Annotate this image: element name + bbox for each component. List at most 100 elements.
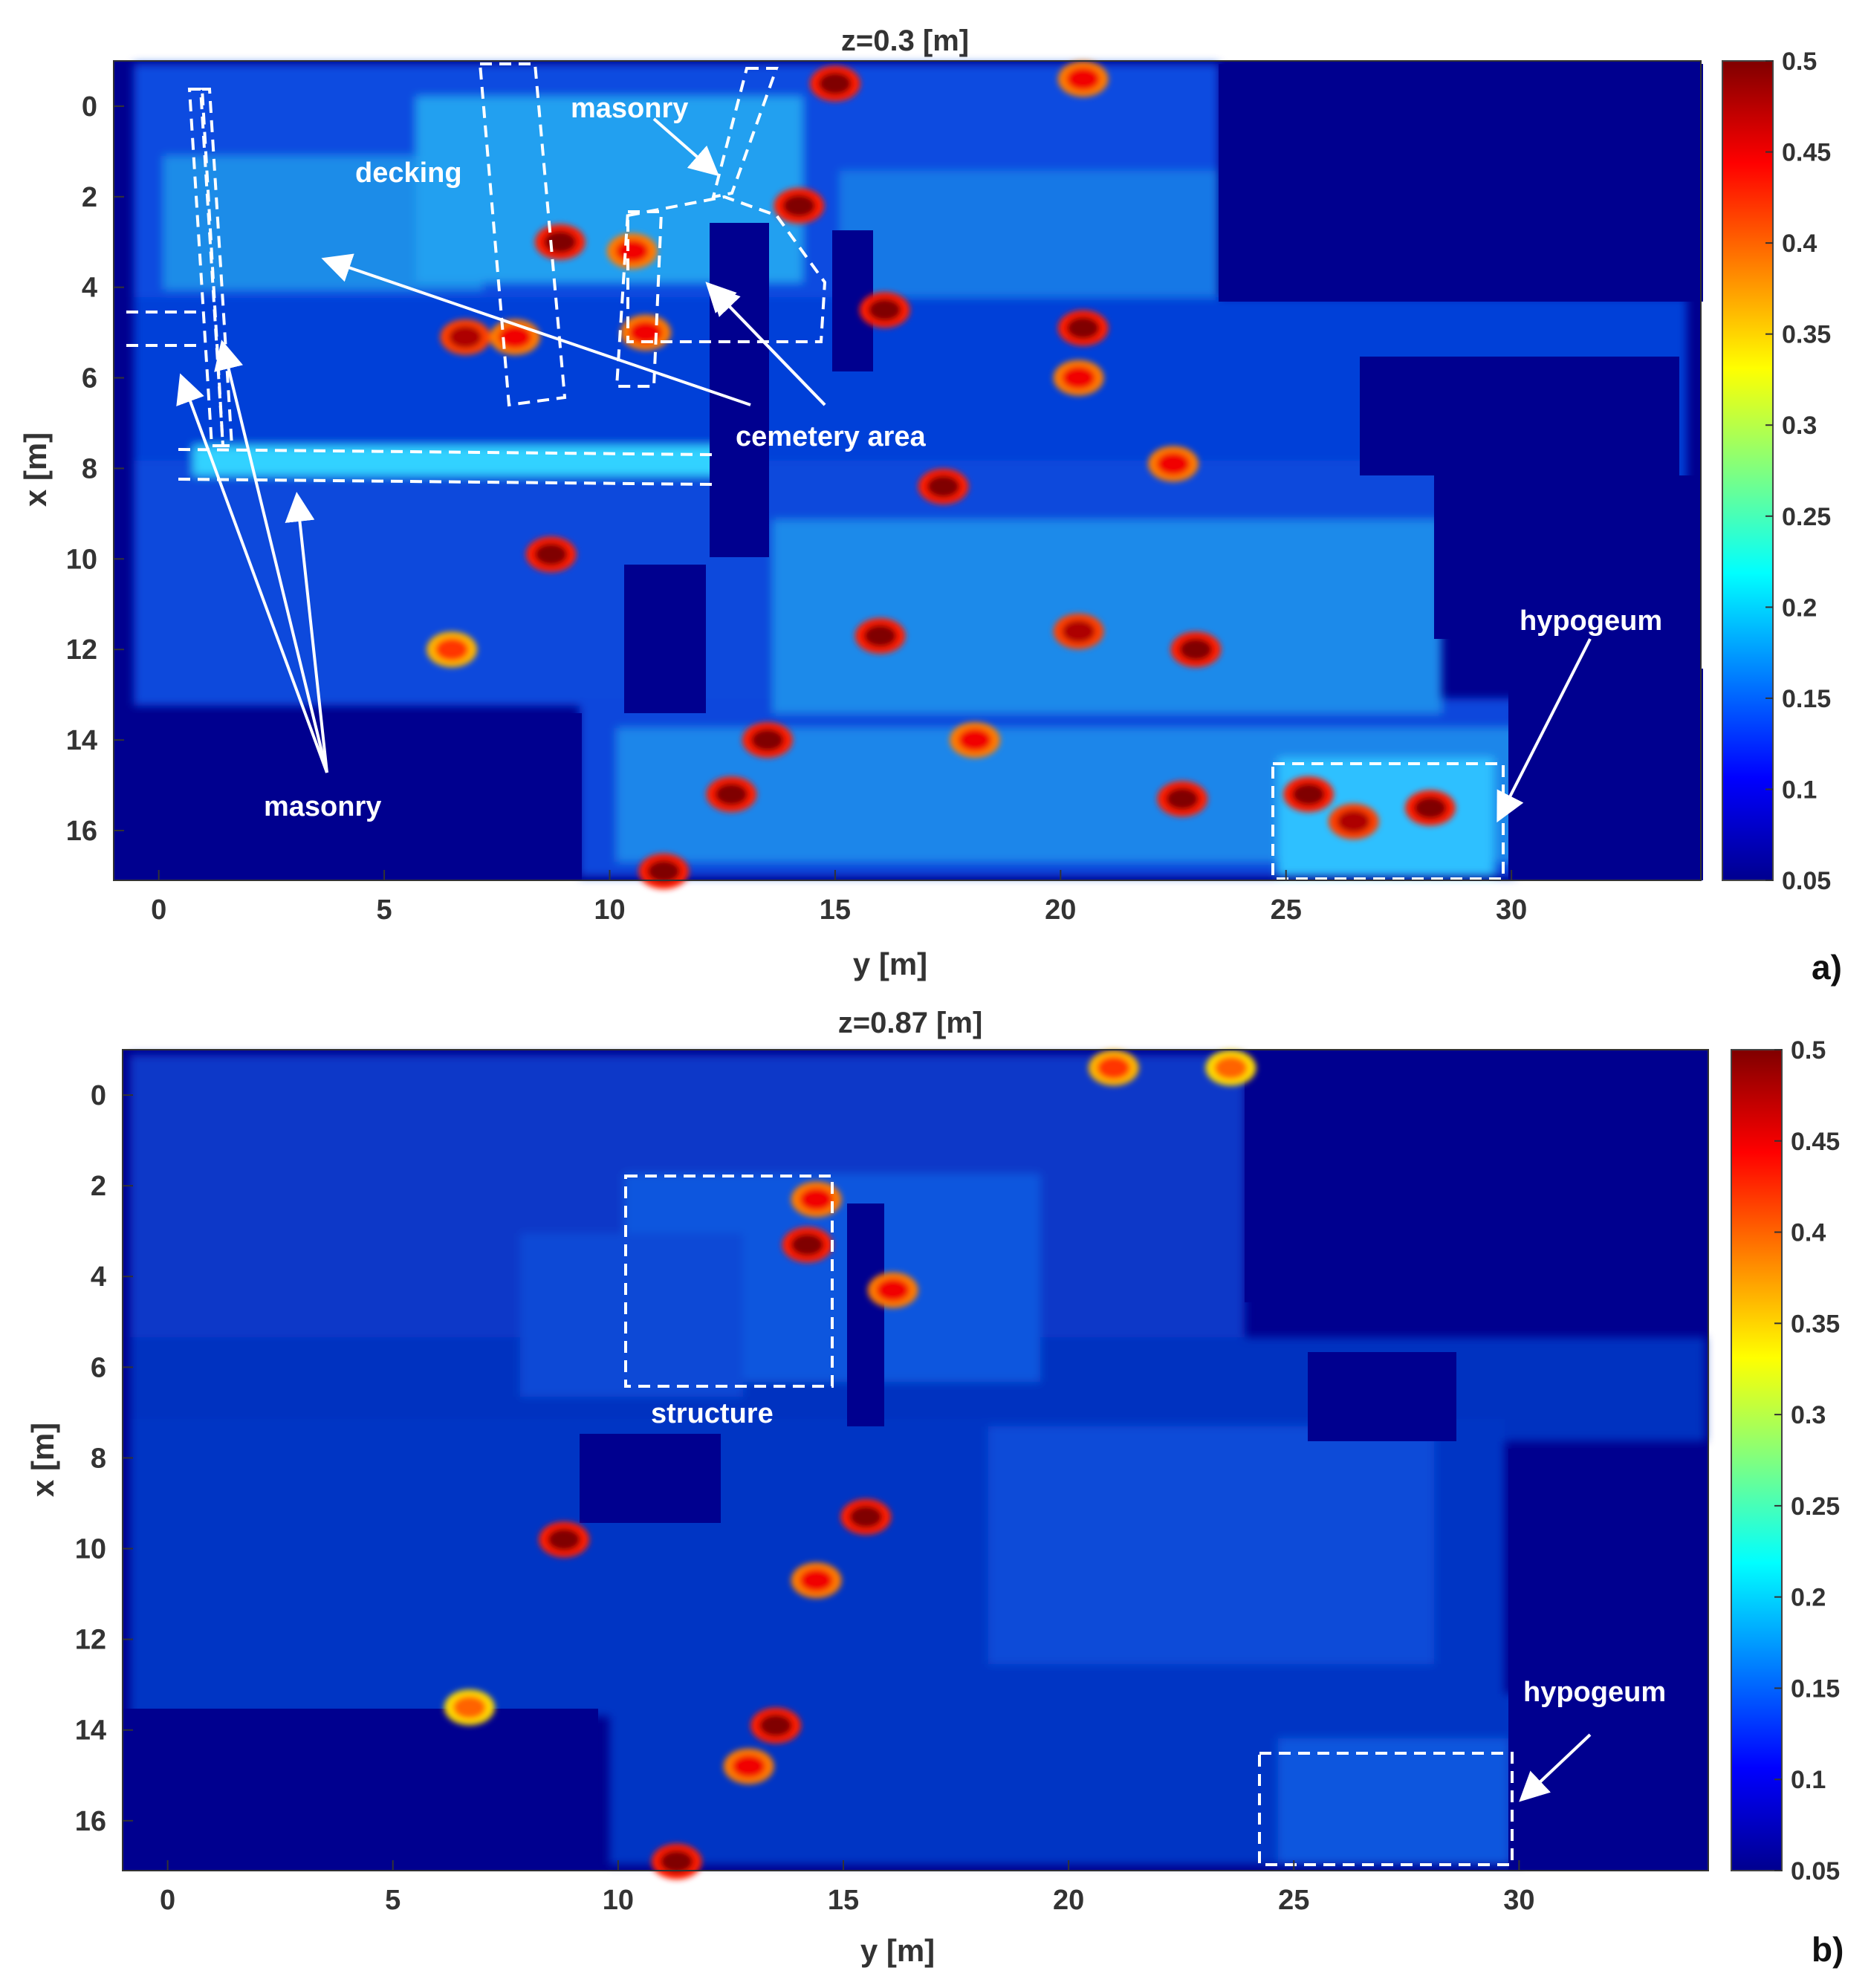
panel-a-hot-spot bbox=[427, 631, 478, 668]
panel-a-ytick-label: 0 bbox=[82, 91, 97, 123]
panel-a: z=0.3 [m] bbox=[18, 25, 1842, 987]
panel-b-xtick-label: 15 bbox=[828, 1885, 859, 1916]
panel-a-xtick-label: 15 bbox=[820, 894, 851, 926]
panel-a-ytick-label: 6 bbox=[82, 363, 97, 394]
panel-a-colorbar: 0.5 0.45 0.4 0.35 0.3 0.25 0.2 0.15 0.1 0.05 bbox=[1722, 48, 1831, 895]
panel-a-hot-spot bbox=[606, 233, 658, 269]
panel-a-hot-spot bbox=[1157, 781, 1208, 817]
panel-b-hot-spot bbox=[1205, 1050, 1256, 1086]
panel-a-title: z=0.3 [m] bbox=[841, 25, 969, 57]
panel-a-hot-spot bbox=[918, 468, 969, 504]
panel-b-axes: 0 5 10 15 20 25 30 0 2 4 6 8 10 12 14 16 bbox=[75, 1049, 1709, 1916]
panel-a-hot-spot bbox=[525, 536, 577, 573]
panel-b-xtick-label: 10 bbox=[603, 1885, 634, 1916]
panel-a-hot-spots bbox=[427, 61, 1456, 889]
panel-a-label: a) bbox=[1812, 948, 1842, 987]
panel-a-hot-spot bbox=[1053, 613, 1104, 649]
panel-b-colorbar-tick-label: 0.25 bbox=[1791, 1492, 1840, 1521]
panel-a-ytick-label: 16 bbox=[66, 816, 97, 847]
panel-a-hot-spot bbox=[859, 292, 910, 328]
panel-a-hot-spot bbox=[742, 722, 793, 759]
panel-a-xtick-label: 25 bbox=[1271, 894, 1302, 926]
panel-b-ytick-label: 6 bbox=[91, 1352, 106, 1383]
panel-b-colorbar-tick-label: 0.35 bbox=[1791, 1310, 1840, 1338]
panel-a-hot-spot bbox=[1404, 790, 1456, 826]
panel-b-colorbar-tick-label: 0.45 bbox=[1791, 1128, 1840, 1156]
panel-a-xtick-label: 0 bbox=[151, 894, 166, 926]
panel-a-colorbar-tick-label: 0.25 bbox=[1782, 503, 1831, 531]
panel-b-colorbar: 0.5 0.45 0.4 0.35 0.3 0.25 0.2 0.15 0.1 0.05 bbox=[1731, 1036, 1840, 1885]
panel-a-hot-spot bbox=[440, 319, 491, 355]
panel-a-xtick-label: 20 bbox=[1045, 894, 1076, 926]
panel-a-ylabel: x [m] bbox=[18, 432, 53, 507]
panel-b-colorbar-tick-label: 0.5 bbox=[1791, 1036, 1826, 1065]
panel-a-ytick-label: 2 bbox=[82, 182, 97, 213]
arrow bbox=[214, 340, 328, 773]
panel-a-hot-spot bbox=[1057, 310, 1109, 346]
panel-b-colorbar-tick-label: 0.1 bbox=[1791, 1766, 1826, 1794]
panel-a-hot-spot bbox=[1170, 631, 1222, 668]
panel-b-ytick-label: 2 bbox=[91, 1171, 106, 1202]
hypogeum-label-b: hypogeum bbox=[1523, 1677, 1666, 1708]
arrow bbox=[285, 492, 328, 773]
arrow bbox=[1519, 1733, 1592, 1802]
panel-b-plot-area bbox=[123, 1050, 1709, 1880]
cemetery-wall-outline bbox=[615, 210, 664, 388]
panel-a-colorbar-ticks: 0.5 0.45 0.4 0.35 0.3 0.25 0.2 0.15 0.1 0.05 bbox=[1765, 48, 1831, 895]
masonry-line bbox=[178, 478, 714, 486]
hypogeum-outline-b bbox=[1258, 1752, 1514, 1866]
panel-b-hot-spot bbox=[1088, 1050, 1139, 1086]
arrow bbox=[705, 282, 826, 406]
panel-b-xtick-label: 25 bbox=[1278, 1885, 1309, 1916]
panel-a-xtick-label: 10 bbox=[594, 894, 625, 926]
panel-b-colorbar-tick-label: 0.05 bbox=[1791, 1857, 1840, 1885]
masonry-label-top: masonry bbox=[571, 93, 688, 124]
panel-a-ytick-label: 12 bbox=[66, 634, 97, 666]
masonry-label-bottom: masonry bbox=[264, 791, 381, 822]
arrow bbox=[176, 373, 328, 773]
panel-b-xtick-label: 5 bbox=[385, 1885, 401, 1916]
panel-b-label: b) bbox=[1812, 1930, 1844, 1969]
panel-b-hot-spot bbox=[750, 1707, 802, 1744]
masonry-upper-outline bbox=[711, 67, 779, 199]
panel-b-xtick-label: 20 bbox=[1053, 1885, 1084, 1916]
panel-a-xtick-label: 30 bbox=[1496, 894, 1527, 926]
panel-a-colorbar-tick-label: 0.4 bbox=[1782, 230, 1817, 258]
masonry-line bbox=[178, 448, 714, 456]
panel-b-hot-spot bbox=[539, 1521, 590, 1558]
panel-a-colorbar-tick-label: 0.5 bbox=[1782, 48, 1817, 76]
panel-b-ytick-label: 10 bbox=[75, 1534, 106, 1565]
panel-b-xtick-label: 0 bbox=[160, 1885, 175, 1916]
panel-a-colorbar-bar bbox=[1722, 60, 1774, 881]
panel-b-title: z=0.87 [m] bbox=[838, 1007, 983, 1039]
panel-b-colorbar-tick-label: 0.3 bbox=[1791, 1401, 1826, 1429]
panel-a-hot-spot bbox=[1053, 360, 1104, 396]
hypogeum-label-a: hypogeum bbox=[1520, 605, 1662, 637]
panel-a-colorbar-tick-label: 0.45 bbox=[1782, 139, 1831, 167]
panel-a-hot-spot bbox=[638, 853, 690, 889]
panel-a-colorbar-tick-label: 0.35 bbox=[1782, 321, 1831, 349]
structure-outline bbox=[624, 1175, 834, 1388]
panel-b-hot-spot bbox=[867, 1272, 918, 1308]
panel-b-labels: structure hypogeum bbox=[651, 1398, 1666, 1708]
panel-b-ytick-label: 4 bbox=[91, 1261, 106, 1293]
panel-b-colorbar-tick-label: 0.2 bbox=[1791, 1584, 1826, 1612]
cemetery-area-label: cemetery area bbox=[736, 421, 927, 452]
panel-b-ytick-label: 12 bbox=[75, 1625, 106, 1656]
cemetery-outline bbox=[626, 195, 827, 343]
panel-b-colorbar-ticks: 0.5 0.45 0.4 0.35 0.3 0.25 0.2 0.15 0.1 0.05 bbox=[1774, 1036, 1840, 1885]
panel-b-ytick-label: 8 bbox=[91, 1443, 106, 1474]
panel-a-hot-spot bbox=[774, 188, 825, 224]
panel-b-hot-spot bbox=[782, 1227, 833, 1263]
panel-b-hot-spot bbox=[723, 1748, 774, 1784]
panel-b-arrows bbox=[1519, 1733, 1592, 1802]
panel-b: z=0.87 [m] bbox=[25, 1007, 1844, 1969]
panel-a-colorbar-tick-label: 0.2 bbox=[1782, 594, 1817, 622]
panel-b-hot-spot bbox=[840, 1498, 892, 1535]
panel-a-colorbar-tick-label: 0.05 bbox=[1782, 867, 1831, 895]
panel-a-axes: 0 5 10 15 20 25 30 0 2 4 6 8 10 12 14 16 bbox=[66, 60, 1702, 926]
panel-a-frame bbox=[113, 60, 1702, 881]
panel-a-colorbar-tick-label: 0.15 bbox=[1782, 685, 1831, 713]
panel-b-colorbar-tick-label: 0.15 bbox=[1791, 1674, 1840, 1703]
